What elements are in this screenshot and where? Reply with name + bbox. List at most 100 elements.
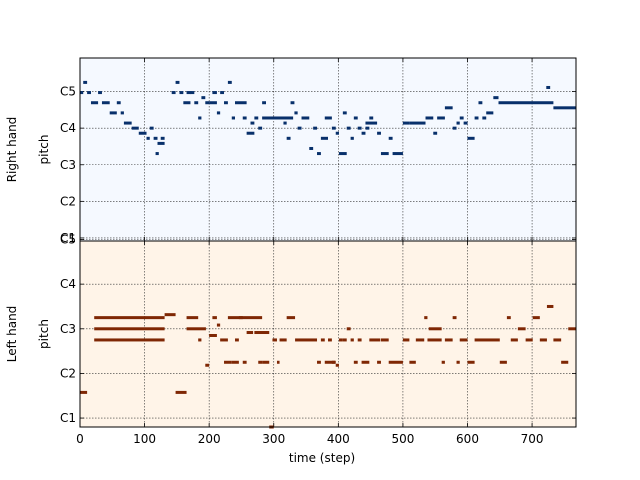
note	[146, 136, 150, 140]
x-tick-label: 600	[456, 432, 479, 446]
note	[250, 121, 255, 125]
note	[427, 338, 442, 342]
note	[425, 116, 434, 120]
note	[539, 338, 547, 342]
note	[467, 136, 475, 140]
y-tick-label: C2	[60, 194, 76, 208]
note	[474, 338, 500, 342]
note	[388, 360, 403, 364]
note	[120, 111, 124, 115]
x-axis-label: time (step)	[289, 451, 355, 465]
note	[164, 313, 176, 317]
note	[444, 338, 453, 342]
note	[357, 338, 362, 342]
note	[194, 101, 199, 105]
note	[459, 116, 464, 120]
note	[313, 126, 318, 130]
note	[437, 116, 445, 120]
note	[350, 338, 354, 342]
note	[87, 91, 91, 95]
note	[205, 363, 210, 367]
note	[365, 126, 370, 130]
y-tick-label: C2	[60, 366, 76, 380]
note	[525, 338, 533, 342]
note	[94, 316, 165, 320]
note	[212, 91, 217, 95]
note	[392, 152, 403, 156]
note	[212, 316, 217, 320]
note	[238, 316, 243, 320]
note	[186, 91, 192, 95]
note	[216, 111, 221, 115]
x-tick-label: 100	[133, 432, 156, 446]
note	[83, 80, 88, 84]
note	[377, 131, 381, 135]
note	[338, 338, 343, 342]
note	[94, 338, 165, 342]
note	[258, 360, 263, 364]
note	[90, 101, 99, 105]
note	[220, 91, 225, 95]
note	[532, 316, 540, 320]
note	[109, 111, 117, 115]
note	[153, 136, 158, 140]
note	[369, 116, 374, 120]
note	[346, 327, 351, 331]
note	[338, 152, 347, 156]
note	[224, 101, 228, 105]
note	[216, 323, 221, 327]
note	[317, 152, 321, 156]
plot-background	[80, 58, 576, 241]
note	[474, 116, 479, 120]
right-hand-panel: C1 C2 C3 C4 C5 pitch Right hand	[5, 57, 577, 245]
note	[510, 338, 518, 342]
note	[98, 91, 102, 95]
y-tick-label: C5	[60, 233, 76, 247]
note	[198, 116, 202, 120]
note	[246, 131, 255, 135]
x-tick-label: 300	[262, 432, 285, 446]
note	[235, 338, 239, 342]
note	[369, 338, 381, 342]
note	[295, 338, 318, 342]
note	[235, 101, 247, 105]
y-tick-label: C1	[60, 411, 76, 425]
note	[101, 101, 110, 105]
y-axis-label: pitch	[37, 135, 51, 165]
note	[283, 121, 287, 125]
note	[328, 338, 332, 342]
note	[499, 360, 507, 364]
note	[186, 327, 206, 331]
note	[171, 91, 176, 95]
note	[254, 116, 259, 120]
note	[149, 126, 154, 130]
track-name-label: Right hand	[5, 117, 19, 183]
note	[553, 106, 576, 110]
note	[262, 101, 266, 105]
note	[452, 316, 457, 320]
note	[190, 91, 195, 95]
note	[350, 136, 354, 140]
note	[409, 360, 416, 364]
note	[546, 304, 554, 308]
note	[402, 121, 410, 125]
y-tick-label: C3	[60, 322, 76, 336]
note	[131, 126, 139, 130]
note	[361, 131, 366, 135]
note	[301, 116, 310, 120]
note	[266, 360, 270, 364]
x-tick-label: 500	[391, 432, 414, 446]
note	[498, 101, 554, 105]
note	[433, 131, 438, 135]
y-tick-label: C5	[60, 85, 76, 99]
note	[297, 126, 302, 130]
y-tick-label: C1	[60, 231, 76, 245]
note	[224, 360, 232, 364]
note	[254, 331, 270, 335]
note	[320, 136, 328, 140]
note	[242, 116, 247, 120]
note	[262, 116, 294, 120]
note	[463, 121, 468, 125]
note	[506, 316, 511, 320]
